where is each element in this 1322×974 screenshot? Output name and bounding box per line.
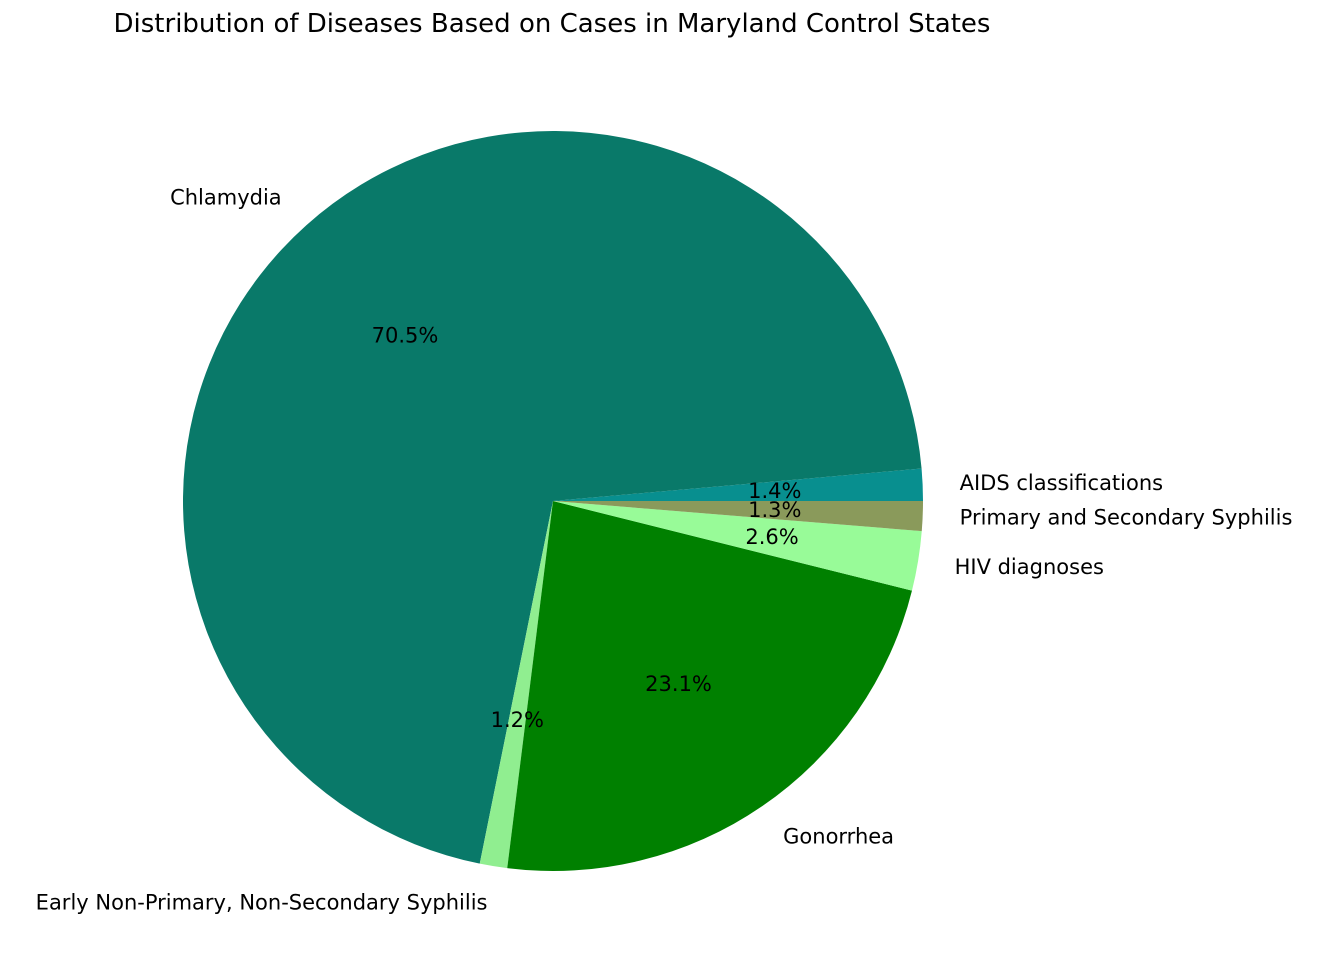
pie-slice-gonorrhea: [507, 501, 912, 871]
slice-label-aids-classifications: AIDS classifications: [960, 471, 1164, 495]
slice-labels: AIDS classifications Chlamydia Early Non-P…: [36, 186, 1293, 915]
pct-label-hiv-diagnoses: 2.6%: [745, 525, 798, 549]
pie-slice-aids-classifications: [553, 468, 923, 501]
percentage-labels: 1.4% 70.5% 1.2% 23.1% 2.6% 1.3%: [372, 324, 802, 733]
pct-label-primary-and-secondary-syphilis: 1.3%: [748, 498, 801, 522]
pie-slice-primary-and-secondary-syphilis: [553, 501, 923, 532]
slice-label-hiv-diagnoses: HIV diagnoses: [955, 555, 1104, 579]
pie-slice-early-non-primary-non-secondary-syphilis: [479, 501, 553, 869]
pie-slices: [183, 131, 923, 871]
pct-label-early-non-primary-non-secondary-syphilis: 1.2%: [491, 708, 544, 732]
pct-label-chlamydia: 70.5%: [372, 324, 439, 348]
slice-label-gonorrhea: Gonorrhea: [783, 825, 894, 849]
slice-label-chlamydia: Chlamydia: [170, 186, 282, 210]
pct-label-gonorrhea: 23.1%: [645, 672, 712, 696]
pct-label-aids-classifications: 1.4%: [748, 479, 801, 503]
chart-title: Distribution of Diseases Based on Cases …: [114, 9, 991, 39]
pie-slice-chlamydia: [183, 131, 922, 864]
slice-label-primary-and-secondary-syphilis: Primary and Secondary Syphilis: [960, 506, 1293, 530]
pie-slice-hiv-diagnoses: [553, 501, 922, 591]
slice-label-early-non-primary-non-secondary-syphilis: Early Non-Primary, Non-Secondary Syphili…: [36, 891, 488, 915]
